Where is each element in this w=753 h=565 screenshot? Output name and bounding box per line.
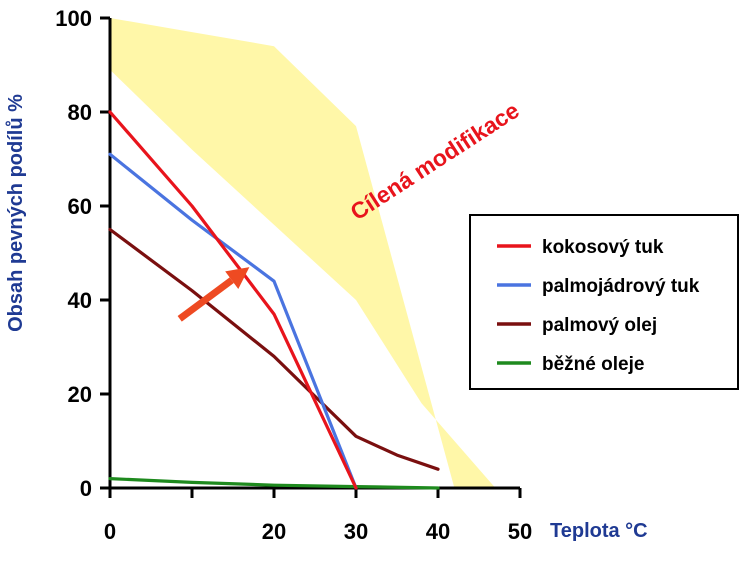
legend-label-3: palmový olej [542, 315, 657, 336]
y-tick-label: 100 [55, 6, 92, 31]
legend: kokosový tuk palmojádrový tuk palmový olej… [469, 214, 739, 390]
x-tick-label: 0 [104, 519, 116, 544]
y-axis-title: Obsah pevných podílů % [5, 94, 27, 332]
shift-arrow [177, 267, 250, 322]
y-tick-label: 80 [68, 100, 92, 125]
series-lines [108, 110, 440, 490]
y-tick-label: 0 [80, 476, 92, 501]
modification-band-layer [110, 18, 496, 488]
y-tick-label: 60 [68, 194, 92, 219]
series-line-3 [108, 227, 440, 471]
axes [100, 16, 522, 498]
y-tick-label: 20 [68, 382, 92, 407]
tick-labels: 0 20 40 60 80 100 0 20 30 40 50 [55, 6, 532, 544]
modification-band [110, 18, 496, 488]
annotation-cilena-modifikace: Cílená modifikace [346, 97, 524, 225]
shift-arrow-shaft [177, 277, 234, 322]
legend-label-4: běžné oleje [542, 354, 644, 375]
x-tick-label: 50 [508, 519, 532, 544]
series-line-1 [108, 110, 358, 490]
legend-label-2: palmojádrový tuk [542, 276, 700, 297]
x-tick-label: 20 [262, 519, 286, 544]
series-line-4 [108, 477, 440, 490]
shift-arrow-head [225, 267, 250, 290]
x-axis-title: Teplota °C [550, 520, 648, 542]
x-tick-label: 40 [426, 519, 450, 544]
series-line-2 [108, 152, 358, 490]
legend-box [469, 214, 739, 390]
legend-label-1: kokosový tuk [542, 237, 664, 258]
y-tick-label: 40 [68, 288, 92, 313]
x-tick-label: 30 [344, 519, 368, 544]
legend-items: kokosový tuk palmojádrový tuk palmový olej… [497, 237, 700, 375]
